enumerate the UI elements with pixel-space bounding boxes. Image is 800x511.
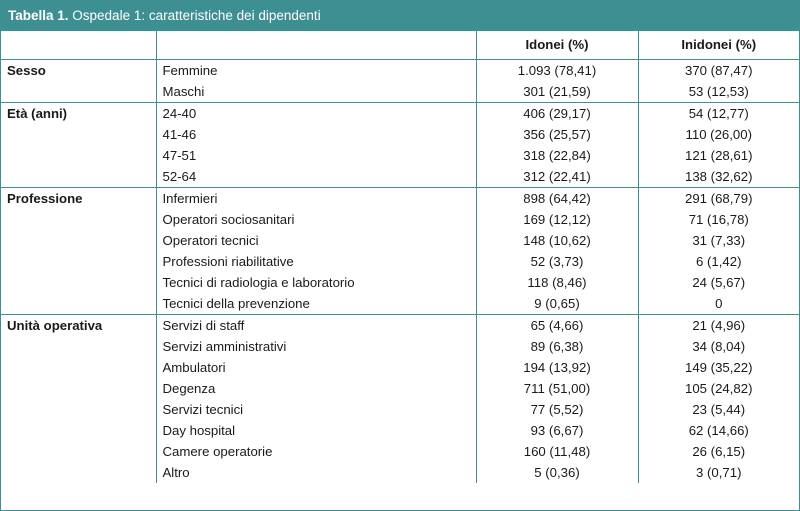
idonei-value: 169 (12,12)	[475, 209, 638, 230]
table-row: 41-46 356 (25,57) 110 (26,00)	[1, 124, 799, 145]
inidonei-value: 26 (6,15)	[637, 441, 799, 462]
idonei-value: 194 (13,92)	[475, 357, 638, 378]
table-row: Professione Infermieri 898 (64,42) 291 (68,…	[1, 187, 799, 315]
table-row: Unità operativa Servizi di staff 65 (4,66)…	[1, 314, 799, 483]
idonei-value: 1.093 (78,41)	[475, 59, 638, 81]
idonei-value: 148 (10,62)	[475, 230, 638, 251]
inidonei-value: 62 (14,66)	[637, 420, 799, 441]
row-label: Servizi amministrativi	[155, 336, 476, 357]
idonei-value: 301 (21,59)	[475, 81, 638, 103]
table-row: Maschi 301 (21,59) 53 (12,53)	[1, 81, 799, 103]
table-row: Professioni riabilitative 52 (3,73) 6 (1,4…	[1, 251, 799, 272]
header-inidonei: Inidonei (%)	[637, 31, 799, 60]
row-label: Degenza	[155, 378, 476, 399]
inidonei-value: 370 (87,47)	[637, 59, 799, 81]
idonei-value: 356 (25,57)	[475, 124, 638, 145]
inidonei-value: 31 (7,33)	[637, 230, 799, 251]
idonei-value: 711 (51,00)	[475, 378, 638, 399]
header-group	[1, 31, 156, 60]
row-label: 24-40	[155, 102, 476, 124]
idonei-value: 9 (0,65)	[475, 293, 638, 315]
row-label: Infermieri	[155, 187, 476, 209]
table-row: Servizi tecnici 77 (5,52) 23 (5,44)	[1, 399, 799, 420]
inidonei-value: 24 (5,67)	[637, 272, 799, 293]
idonei-value: 65 (4,66)	[475, 314, 638, 336]
row-label: 52-64	[155, 166, 476, 188]
idonei-value: 52 (3,73)	[475, 251, 638, 272]
table-title-bar: Tabella 1. Ospedale 1: caratteristiche d…	[1, 1, 799, 31]
row-label: Tecnici di radiologia e laboratorio	[155, 272, 476, 293]
inidonei-value: 291 (68,79)	[637, 187, 799, 209]
table-row: Camere operatorie 160 (11,48) 26 (6,15)	[1, 441, 799, 462]
idonei-value: 312 (22,41)	[475, 166, 638, 188]
group-label: Età (anni)	[1, 102, 156, 188]
table-row: Sesso Femmine 1.093 (78,41) 370 (87,47)	[1, 59, 799, 103]
row-label: Operatori sociosanitari	[155, 209, 476, 230]
table-row: 47-51 318 (22,84) 121 (28,61)	[1, 145, 799, 166]
row-label: Maschi	[155, 81, 476, 103]
idonei-value: 118 (8,46)	[475, 272, 638, 293]
row-label: Operatori tecnici	[155, 230, 476, 251]
inidonei-value: 23 (5,44)	[637, 399, 799, 420]
inidonei-value: 110 (26,00)	[637, 124, 799, 145]
table-caption: Ospedale 1: caratteristiche dei dipenden…	[68, 8, 321, 23]
idonei-value: 93 (6,67)	[475, 420, 638, 441]
table-row: Servizi amministrativi 89 (6,38) 34 (8,04)	[1, 336, 799, 357]
inidonei-value: 121 (28,61)	[637, 145, 799, 166]
group-label: Unità operativa	[1, 314, 156, 483]
row-label: Servizi tecnici	[155, 399, 476, 420]
idonei-value: 406 (29,17)	[475, 102, 638, 124]
table-row: Operatori sociosanitari 169 (12,12) 71 (16…	[1, 209, 799, 230]
employee-characteristics-table: Idonei (%) Inidonei (%) Sesso Femmine 1.09…	[1, 31, 799, 483]
header-item	[155, 31, 476, 60]
table-number: Tabella 1.	[8, 8, 69, 23]
group-label: Professione	[1, 187, 156, 315]
header-idonei: Idonei (%)	[475, 31, 638, 60]
row-label: Camere operatorie	[155, 441, 476, 462]
table-row: Ambulatori 194 (13,92) 149 (35,22)	[1, 357, 799, 378]
table-row: Operatori tecnici 148 (10,62) 31 (7,33)	[1, 230, 799, 251]
group-label: Sesso	[1, 59, 156, 103]
row-label: 47-51	[155, 145, 476, 166]
inidonei-value: 138 (32,62)	[637, 166, 799, 188]
inidonei-value: 105 (24,82)	[637, 378, 799, 399]
idonei-value: 160 (11,48)	[475, 441, 638, 462]
row-label: Servizi di staff	[155, 314, 476, 336]
table-row: Day hospital 93 (6,67) 62 (14,66)	[1, 420, 799, 441]
header-row: Idonei (%) Inidonei (%)	[1, 31, 799, 60]
row-label: 41-46	[155, 124, 476, 145]
table-row: Degenza 711 (51,00) 105 (24,82)	[1, 378, 799, 399]
inidonei-value: 0	[637, 293, 799, 315]
idonei-value: 89 (6,38)	[475, 336, 638, 357]
inidonei-value: 6 (1,42)	[637, 251, 799, 272]
idonei-value: 77 (5,52)	[475, 399, 638, 420]
table-body: Sesso Femmine 1.093 (78,41) 370 (87,47) Masc…	[1, 59, 799, 483]
row-label: Tecnici della prevenzione	[155, 293, 476, 315]
row-label: Professioni riabilitative	[155, 251, 476, 272]
row-label: Femmine	[155, 59, 476, 81]
table-row: Tecnici della prevenzione 9 (0,65) 0	[1, 293, 799, 315]
row-label: Day hospital	[155, 420, 476, 441]
row-label: Altro	[155, 462, 476, 483]
inidonei-value: 21 (4,96)	[637, 314, 799, 336]
table-row: Tecnici di radiologia e laboratorio 118 (…	[1, 272, 799, 293]
inidonei-value: 3 (0,71)	[637, 462, 799, 483]
idonei-value: 898 (64,42)	[475, 187, 638, 209]
table-row: 52-64 312 (22,41) 138 (32,62)	[1, 166, 799, 188]
table-row: Età (anni) 24-40 406 (29,17) 54 (12,77)	[1, 102, 799, 188]
inidonei-value: 71 (16,78)	[637, 209, 799, 230]
inidonei-value: 54 (12,77)	[637, 102, 799, 124]
table-row: Altro 5 (0,36) 3 (0,71)	[1, 462, 799, 483]
idonei-value: 318 (22,84)	[475, 145, 638, 166]
inidonei-value: 149 (35,22)	[637, 357, 799, 378]
inidonei-value: 34 (8,04)	[637, 336, 799, 357]
row-label: Ambulatori	[155, 357, 476, 378]
idonei-value: 5 (0,36)	[475, 462, 638, 483]
inidonei-value: 53 (12,53)	[637, 81, 799, 103]
